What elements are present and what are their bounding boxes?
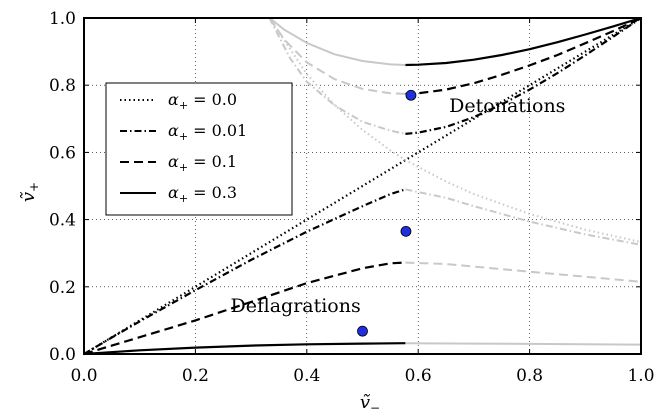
- legend: α+ = 0.0α+ = 0.01α+ = 0.1α+ = 0.3: [106, 83, 292, 215]
- series-line-solid: [405, 343, 641, 344]
- x-tick-label: 0.8: [516, 366, 543, 386]
- x-tick-label: 0.6: [405, 366, 432, 386]
- y-tick-label: 1.0: [49, 9, 76, 29]
- annotation-label: Deflagrations: [231, 295, 361, 317]
- data-point: [358, 326, 368, 336]
- y-tick-label: 0.4: [49, 211, 76, 231]
- data-point: [401, 226, 411, 236]
- legend-label: α+ = 0.0: [168, 90, 237, 112]
- x-tick-label: 1.0: [627, 366, 654, 386]
- x-tick-label: 0.2: [182, 366, 209, 386]
- annotation-label: Detonations: [449, 95, 565, 117]
- y-tick-label: 0.8: [49, 76, 76, 96]
- y-tick-label: 0.2: [49, 278, 76, 298]
- data-point: [406, 90, 416, 100]
- legend-label: α+ = 0.3: [168, 183, 237, 205]
- x-tick-label: 0.4: [293, 366, 320, 386]
- legend-label: α+ = 0.1: [168, 152, 237, 174]
- y-tick-label: 0.0: [49, 345, 76, 365]
- x-tick-label: 0.0: [70, 366, 97, 386]
- y-tick-label: 0.6: [49, 143, 76, 163]
